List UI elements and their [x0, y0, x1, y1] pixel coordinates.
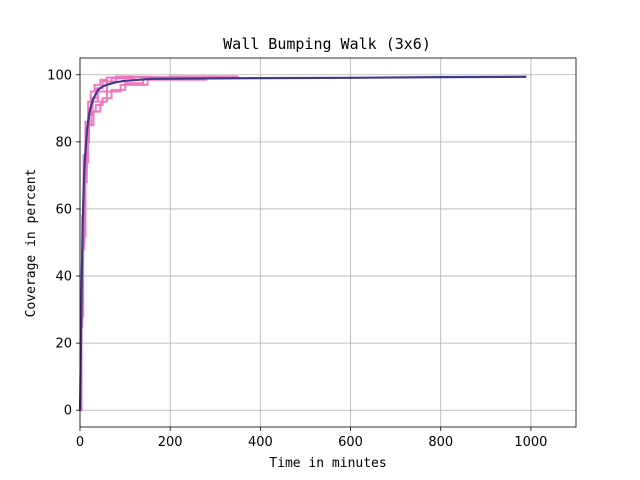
- y-tick-label: 0: [64, 404, 72, 419]
- plot-frame: [79, 57, 577, 428]
- y-tick-label: 80: [55, 135, 72, 150]
- y-axis-label: Coverage in percent: [24, 169, 39, 318]
- y-tick-label: 60: [55, 202, 72, 217]
- mean-series: [78, 75, 527, 411]
- x-tick-label: 800: [428, 435, 453, 450]
- chart-title: Wall Bumping Walk (3x6): [223, 35, 431, 53]
- x-axis-label: Time in minutes: [269, 456, 386, 471]
- run-line: [80, 75, 239, 412]
- run-line: [79, 75, 154, 412]
- x-tick-label: 200: [158, 435, 183, 450]
- x-tick-label: 0: [76, 435, 84, 450]
- y-ticks: 0 20 40 60 80 100: [47, 68, 80, 419]
- y-tick-label: 20: [55, 337, 72, 352]
- x-tick-label: 1000: [514, 435, 547, 450]
- run-line: [80, 76, 172, 412]
- grid: [79, 58, 576, 427]
- y-tick-label: 100: [47, 68, 72, 83]
- mean-line: [78, 75, 527, 411]
- x-ticks: 0 200 400 600 800 1000: [76, 427, 547, 450]
- x-tick-label: 600: [338, 435, 363, 450]
- x-tick-label: 400: [248, 435, 273, 450]
- run-line: [80, 77, 208, 412]
- y-tick-label: 40: [55, 270, 72, 285]
- runs-series: [79, 75, 239, 412]
